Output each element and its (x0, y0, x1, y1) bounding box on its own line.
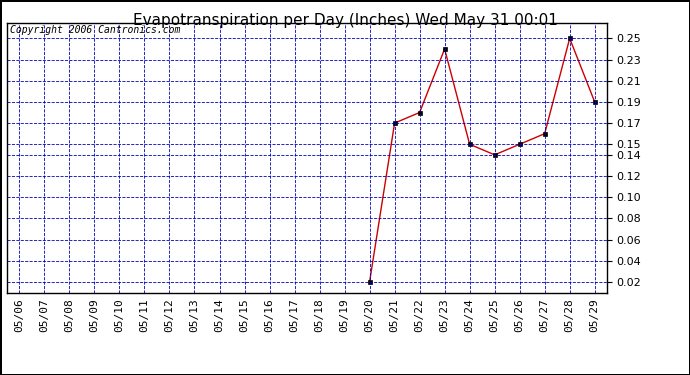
Text: Copyright 2006 Cantronics.com: Copyright 2006 Cantronics.com (10, 25, 180, 35)
Text: Evapotranspiration per Day (Inches) Wed May 31 00:01: Evapotranspiration per Day (Inches) Wed … (132, 13, 558, 28)
